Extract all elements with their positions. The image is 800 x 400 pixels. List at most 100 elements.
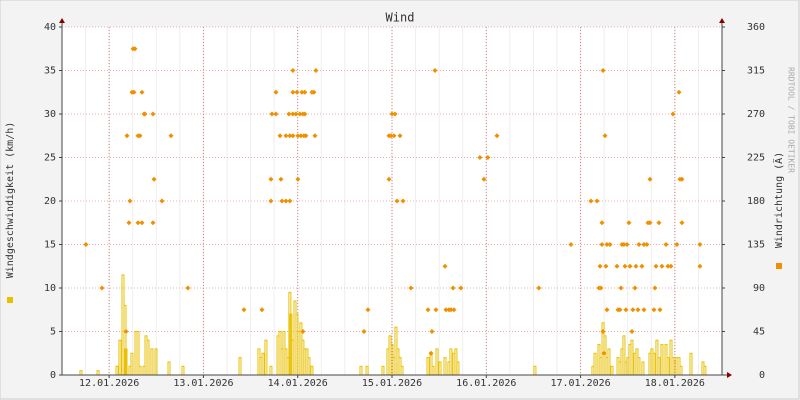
y-tick-label: 0 — [50, 370, 56, 381]
y2-tick-label: 45 — [753, 327, 765, 338]
y-tick-label: 10 — [44, 283, 56, 294]
marks — [79, 46, 707, 376]
x-tick-label: 15.01.2026 — [362, 378, 422, 389]
direction-point — [697, 263, 703, 269]
direction-point — [365, 307, 371, 313]
y2-tick-label: 225 — [747, 153, 765, 164]
direction-point — [269, 111, 275, 117]
axes: 0 5 10 15 20 25 30 35 40 0 45 90 135 180 225 270 315 360 1… — [5, 18, 785, 389]
direction-point — [443, 307, 449, 313]
direction-point — [278, 176, 284, 182]
direction-point — [259, 307, 265, 313]
direction-point — [679, 220, 685, 226]
direction-point — [670, 111, 676, 117]
direction-point — [665, 263, 671, 269]
grid — [61, 26, 722, 376]
direction-point — [635, 307, 641, 313]
direction-point — [392, 111, 398, 117]
x-tick-label: 12.01.2026 — [79, 378, 139, 389]
direction-point — [389, 111, 395, 117]
direction-point — [313, 68, 319, 73]
x-axis-arrow — [727, 372, 732, 378]
direction-point — [287, 198, 293, 204]
direction-point — [602, 133, 608, 139]
direction-point — [137, 133, 143, 139]
direction-point — [641, 242, 647, 247]
direction-point — [603, 263, 609, 269]
direction-point — [294, 89, 300, 95]
legend-swatch — [776, 263, 782, 269]
direction-point — [185, 285, 191, 291]
direction-point — [657, 307, 663, 313]
direction-point — [297, 111, 303, 117]
direction-point — [676, 89, 682, 95]
direction-point — [598, 285, 604, 291]
direction-point — [477, 155, 483, 160]
direction-point — [458, 285, 464, 291]
direction-point — [653, 263, 659, 269]
direction-point — [647, 220, 653, 226]
direction-point — [600, 329, 606, 334]
watermark: RRDTOOL / TOBI OETIKER — [787, 67, 796, 173]
direction-point — [150, 220, 156, 226]
direction-point — [131, 89, 137, 95]
y2-tick-label: 315 — [747, 66, 765, 77]
y2-tick-label: 360 — [747, 22, 765, 33]
direction-point — [617, 307, 623, 313]
y-tick-label: 30 — [44, 109, 56, 120]
direction-point — [647, 176, 653, 182]
direction-point — [659, 263, 665, 269]
direction-point — [451, 307, 457, 313]
direction-point — [361, 329, 367, 334]
direction-point — [394, 198, 400, 204]
direction-point — [388, 133, 394, 139]
y2-tick-label: 180 — [747, 196, 765, 207]
direction-point — [425, 307, 431, 313]
y2-tick-label: 0 — [759, 370, 765, 381]
direction-point — [286, 111, 292, 117]
direction-point — [494, 133, 500, 139]
direction-point — [283, 133, 289, 139]
direction-point — [481, 176, 487, 182]
direction-point — [293, 111, 299, 117]
direction-point — [604, 242, 610, 247]
direction-point — [618, 285, 624, 291]
direction-point — [651, 307, 657, 313]
y-axis-arrow — [59, 18, 65, 23]
direction-point — [290, 68, 296, 73]
direction-point — [432, 68, 438, 73]
direction-point — [127, 198, 133, 204]
direction-point — [629, 329, 635, 334]
direction-point — [601, 350, 607, 356]
direction-point — [290, 89, 296, 95]
direction-point — [273, 111, 279, 117]
direction-point — [279, 198, 285, 204]
direction-point — [135, 220, 141, 226]
y-tick-label: 5 — [50, 327, 56, 338]
direction-point — [652, 285, 658, 291]
direction-point — [633, 263, 639, 269]
direction-point — [621, 242, 627, 247]
direction-point — [656, 220, 662, 226]
direction-point — [627, 263, 633, 269]
legend-label: Windgeschwindigkeit (km/h) — [5, 122, 16, 279]
direction-point — [290, 111, 296, 117]
direction-point — [442, 263, 448, 269]
y-tick-label: 20 — [44, 196, 56, 207]
direction-point — [159, 198, 165, 204]
y2-tick-label: 90 — [753, 283, 765, 294]
y2-tick-label: 270 — [747, 109, 765, 120]
y-tick-label: 25 — [44, 153, 56, 164]
direction-point — [295, 133, 301, 139]
direction-point — [123, 329, 129, 334]
direction-point — [312, 133, 318, 139]
legend-swatch — [7, 297, 13, 303]
direction-point — [139, 89, 145, 95]
direction-point — [614, 263, 620, 269]
x-tick-label: 16.01.2026 — [456, 378, 516, 389]
direction-point — [273, 89, 279, 95]
direction-point — [400, 198, 406, 204]
direction-point — [630, 307, 636, 313]
direction-point — [151, 176, 157, 182]
direction-point — [150, 111, 156, 117]
